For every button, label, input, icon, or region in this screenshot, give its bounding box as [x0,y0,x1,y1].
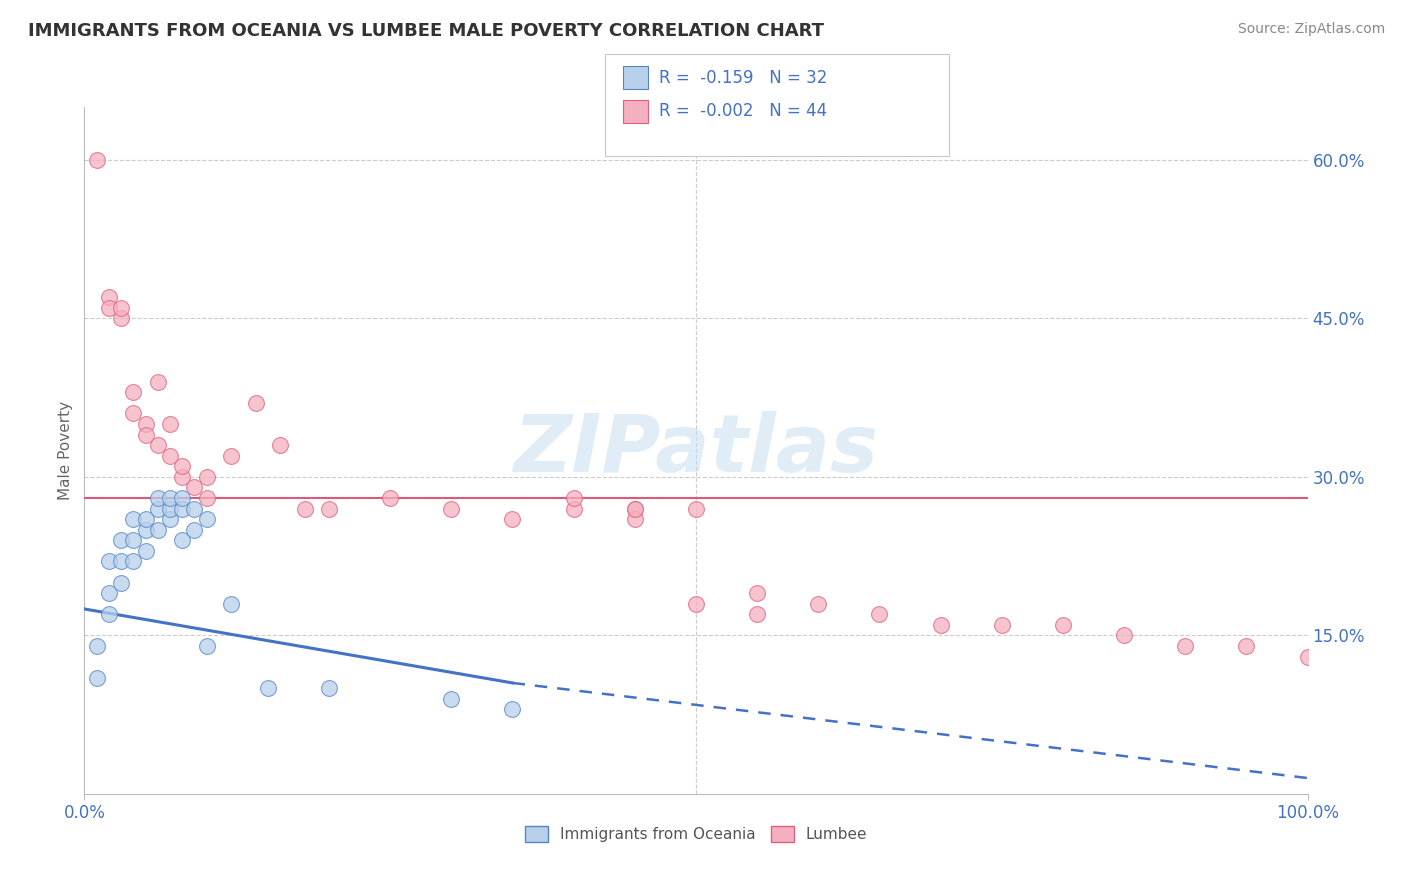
Point [110,554,132,568]
Point [747,607,769,622]
Point [86,153,108,167]
Point [110,533,132,548]
Point [245,396,267,410]
Point [183,501,205,516]
Point [318,501,340,516]
Point [624,501,647,516]
Point [807,597,830,611]
Point [269,438,291,452]
Point [97,554,120,568]
Point [146,438,169,452]
Point [86,671,108,685]
Point [685,501,707,516]
Point [172,459,194,474]
Text: IMMIGRANTS FROM OCEANIA VS LUMBEE MALE POVERTY CORRELATION CHART: IMMIGRANTS FROM OCEANIA VS LUMBEE MALE P… [28,22,824,40]
Point [135,523,157,537]
Point [502,512,524,526]
Point [122,554,145,568]
Point [135,417,157,431]
Legend: Immigrants from Oceania, Lumbee: Immigrants from Oceania, Lumbee [519,820,873,848]
Point [685,597,707,611]
Point [1174,639,1197,653]
Point [183,480,205,494]
Point [135,427,157,442]
Point [122,533,145,548]
Point [172,491,194,505]
Point [122,512,145,526]
Text: R =  -0.159   N = 32: R = -0.159 N = 32 [659,69,828,87]
Point [318,681,340,696]
Point [110,301,132,315]
Point [183,523,205,537]
Point [86,639,108,653]
Point [440,691,463,706]
Point [440,501,463,516]
Point [624,501,647,516]
Point [380,491,402,505]
Point [929,617,952,632]
Point [159,491,181,505]
Point [146,523,169,537]
Point [257,681,280,696]
Point [219,597,242,611]
Point [146,491,169,505]
Point [159,417,181,431]
Text: Source: ZipAtlas.com: Source: ZipAtlas.com [1237,22,1385,37]
Point [146,375,169,389]
Point [97,586,120,600]
Point [122,407,145,421]
Point [97,290,120,304]
Point [1114,628,1136,642]
Point [110,311,132,326]
Point [195,470,218,484]
Point [1296,649,1319,664]
Text: R =  -0.002   N = 44: R = -0.002 N = 44 [659,103,828,120]
Point [562,491,585,505]
Point [747,586,769,600]
Point [869,607,891,622]
Point [991,617,1014,632]
Point [159,512,181,526]
Point [159,449,181,463]
Point [97,301,120,315]
Point [1052,617,1074,632]
Point [195,639,218,653]
Point [195,512,218,526]
Point [195,491,218,505]
Point [172,533,194,548]
Text: ZIPatlas: ZIPatlas [513,411,879,490]
Point [172,501,194,516]
Point [219,449,242,463]
Point [1236,639,1258,653]
Point [97,607,120,622]
Point [502,702,524,716]
Point [172,470,194,484]
Point [135,544,157,558]
Point [159,501,181,516]
Y-axis label: Male Poverty: Male Poverty [58,401,73,500]
Point [624,512,647,526]
Point [146,501,169,516]
Point [135,512,157,526]
Point [562,501,585,516]
Point [122,385,145,400]
Point [110,575,132,590]
Point [294,501,316,516]
